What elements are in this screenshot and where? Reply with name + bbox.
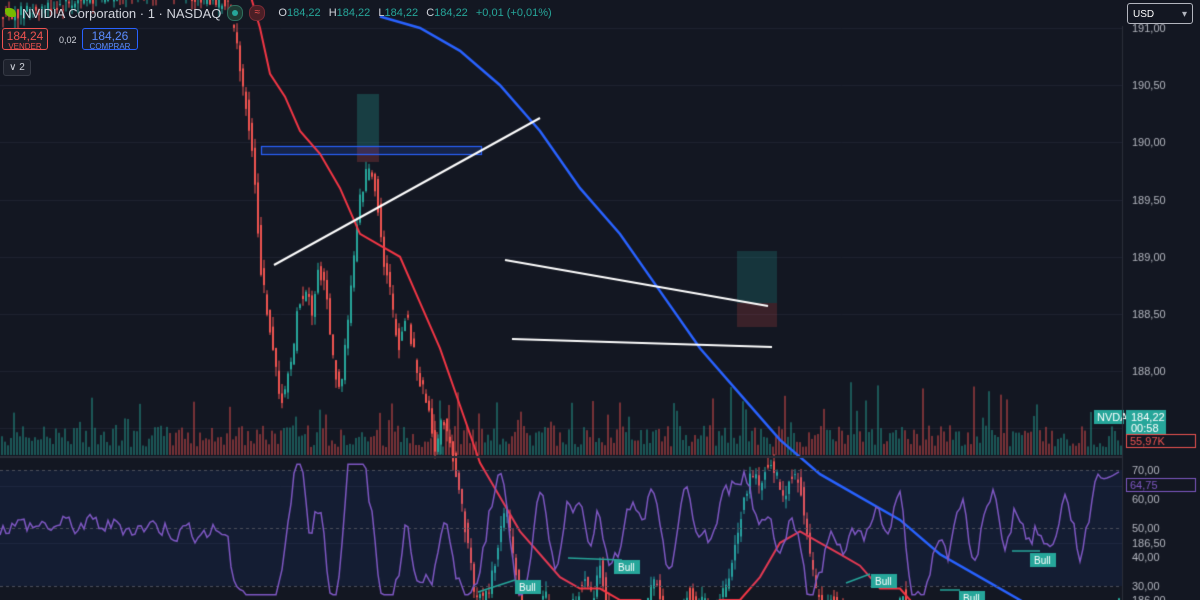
change-value: +0,01 (+0,01%) [475,7,552,19]
spread-value: 0,02 [59,35,77,45]
sell-button[interactable]: 184,24 VENDER [2,28,48,51]
currency-select[interactable]: USD [1127,3,1193,25]
indicators-toggle[interactable]: ∨ 2 [3,59,31,76]
nvidia-logo-icon [5,8,16,17]
symbol-title[interactable]: NVIDIA Corporation · 1 · NASDAQ [22,5,222,21]
data-provider-icon[interactable]: ≈ [249,5,266,21]
market-open-icon[interactable] [227,5,244,21]
buy-button[interactable]: 184,26 COMPRAR [82,28,138,51]
chart-header: NVIDIA Corporation · 1 · NASDAQ ≈ O184,2… [0,0,552,26]
ohlc-values: O184,22 H184,22 L184,22 C184,22 +0,01 (+… [278,7,552,19]
chevron-down-icon: ∨ [9,62,17,73]
